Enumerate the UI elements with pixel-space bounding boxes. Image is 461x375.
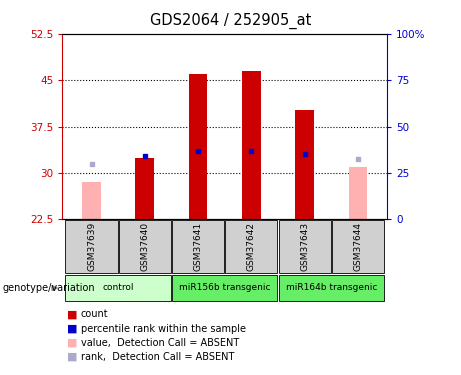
- FancyBboxPatch shape: [278, 274, 384, 301]
- Text: GSM37640: GSM37640: [140, 222, 149, 271]
- FancyBboxPatch shape: [172, 220, 224, 273]
- Bar: [82, 182, 101, 219]
- Text: genotype/variation: genotype/variation: [2, 283, 95, 293]
- FancyBboxPatch shape: [278, 220, 331, 273]
- Text: rank,  Detection Call = ABSENT: rank, Detection Call = ABSENT: [81, 352, 234, 362]
- Text: miR156b transgenic: miR156b transgenic: [179, 284, 271, 292]
- FancyBboxPatch shape: [332, 220, 384, 273]
- FancyBboxPatch shape: [119, 220, 171, 273]
- Text: ■: ■: [67, 338, 77, 348]
- Text: GSM37639: GSM37639: [87, 222, 96, 271]
- Text: ■: ■: [67, 324, 77, 333]
- Text: control: control: [102, 284, 134, 292]
- Text: GDS2064 / 252905_at: GDS2064 / 252905_at: [150, 13, 311, 29]
- Text: ■: ■: [67, 352, 77, 362]
- Text: GSM37643: GSM37643: [300, 222, 309, 271]
- Text: percentile rank within the sample: percentile rank within the sample: [81, 324, 246, 333]
- Text: ■: ■: [67, 309, 77, 319]
- Text: GSM37644: GSM37644: [354, 222, 362, 271]
- Bar: [189, 74, 207, 219]
- Text: count: count: [81, 309, 108, 319]
- Bar: [136, 158, 154, 219]
- Text: GSM37642: GSM37642: [247, 222, 256, 271]
- Bar: [242, 71, 261, 219]
- Bar: [349, 167, 367, 219]
- Bar: [296, 110, 314, 219]
- Text: miR164b transgenic: miR164b transgenic: [286, 284, 377, 292]
- FancyBboxPatch shape: [65, 274, 171, 301]
- FancyBboxPatch shape: [225, 220, 278, 273]
- Text: value,  Detection Call = ABSENT: value, Detection Call = ABSENT: [81, 338, 239, 348]
- FancyBboxPatch shape: [65, 220, 118, 273]
- FancyBboxPatch shape: [172, 274, 278, 301]
- Text: GSM37641: GSM37641: [194, 222, 202, 271]
